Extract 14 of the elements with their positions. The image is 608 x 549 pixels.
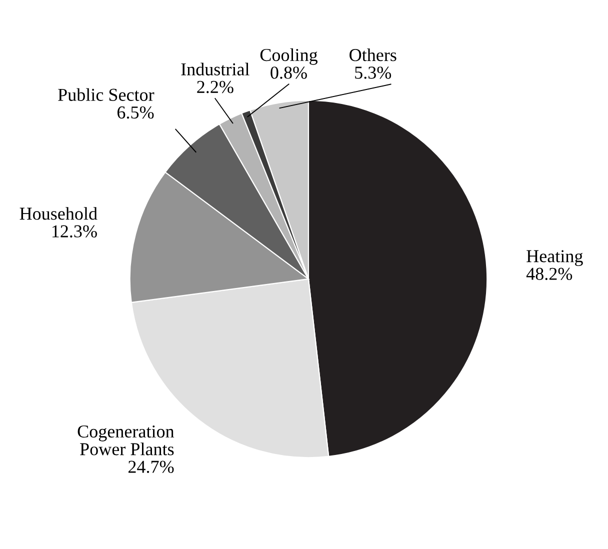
data-label: 24.7% — [128, 460, 174, 473]
slice-label: Industrial — [181, 62, 250, 76]
slice-label: Heating — [526, 250, 583, 266]
data-label: 0.8% — [270, 66, 307, 79]
data-label: 12.3% — [52, 225, 97, 238]
slice-label: Household — [20, 207, 98, 220]
data-label: 6.5% — [117, 106, 154, 119]
data-label: 2.2% — [197, 80, 234, 94]
slice-label: Cooling — [260, 48, 318, 65]
slice-label: Public Sector — [58, 88, 154, 101]
slice-label: Cogeneration Power Plants — [78, 425, 174, 456]
slice-label: Others — [350, 48, 396, 62]
data-label: 5.3% — [355, 66, 392, 79]
data-label: 48.2% — [526, 268, 572, 280]
